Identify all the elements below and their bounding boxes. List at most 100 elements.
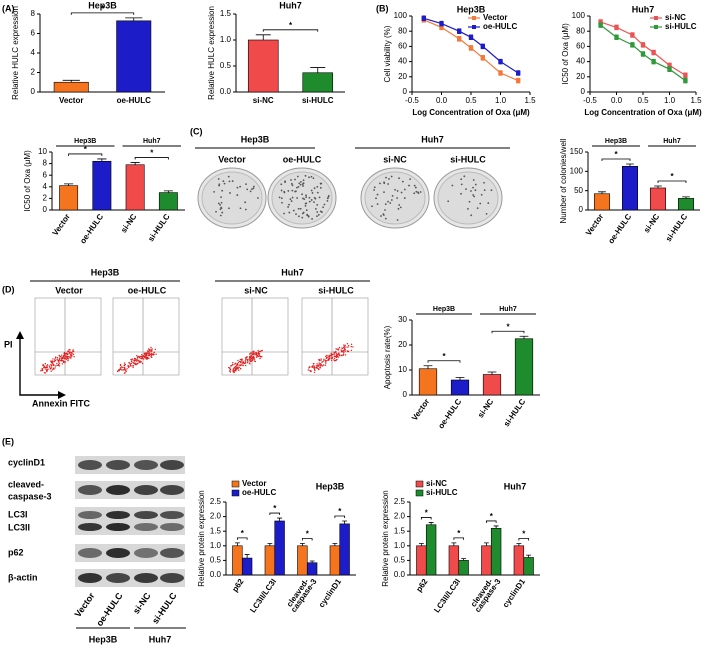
event — [258, 353, 260, 356]
significance-label: * — [306, 530, 310, 539]
plate-label: Vector — [218, 154, 246, 164]
group-label: Hep3B — [433, 306, 455, 313]
colony — [295, 213, 297, 216]
error-bar — [598, 191, 606, 194]
event — [147, 350, 149, 352]
y-tick-label: 20 — [398, 340, 407, 349]
event — [248, 359, 251, 361]
x-tick-label: Vector — [51, 212, 72, 237]
significance-label: * — [614, 150, 618, 159]
event — [253, 350, 255, 352]
event — [254, 360, 257, 363]
y-axis-label: Relative HULC expression — [11, 6, 20, 100]
event — [121, 369, 123, 371]
bar — [425, 524, 437, 576]
event — [151, 348, 153, 350]
significance-bracket — [420, 517, 432, 520]
colony — [304, 202, 307, 205]
y-tick-label: 8 — [31, 9, 36, 18]
marker — [468, 35, 474, 40]
bar — [329, 545, 341, 576]
significance-label: * — [522, 530, 526, 539]
y-tick-label: 1.5 — [394, 526, 406, 535]
event — [250, 356, 252, 359]
colony — [414, 186, 417, 189]
event — [132, 361, 134, 364]
group-label: Huh7 — [421, 134, 444, 144]
event — [150, 356, 152, 358]
event — [142, 358, 145, 360]
legend-swatch — [415, 489, 424, 497]
event — [336, 354, 338, 357]
colony — [296, 175, 299, 178]
plot-label: si-HULC — [318, 285, 354, 295]
bar — [513, 545, 525, 576]
event — [325, 355, 327, 358]
x-tick-label: oe-HULC — [436, 397, 463, 430]
bar — [418, 368, 438, 396]
marker — [651, 59, 656, 64]
event — [141, 362, 144, 365]
event — [309, 369, 311, 372]
colony — [387, 183, 390, 185]
colony — [244, 201, 247, 204]
colony — [302, 185, 304, 187]
significance-bracket — [334, 515, 346, 518]
y-tick-label: 0.5 — [394, 556, 406, 565]
event — [320, 359, 322, 361]
group-label: Huh7 — [143, 138, 161, 145]
y-tick-label: 100 — [572, 11, 586, 20]
event — [347, 346, 349, 348]
colony — [227, 175, 230, 178]
event — [319, 365, 321, 367]
x-tick-label: Vector — [59, 96, 83, 105]
event — [308, 367, 310, 369]
event — [150, 351, 152, 353]
y-axis-label: IC50 of Oxa (μM) — [561, 23, 570, 85]
event — [246, 359, 249, 362]
event — [326, 354, 328, 357]
legend-label: Vector — [483, 13, 507, 22]
panel-label: (D) — [2, 284, 15, 294]
event — [259, 357, 261, 360]
bar — [523, 557, 534, 576]
colony — [396, 219, 399, 221]
colony — [221, 211, 224, 214]
event — [135, 364, 137, 366]
y-tick-label: 20 — [576, 72, 585, 81]
event — [327, 359, 329, 361]
marker — [640, 42, 646, 48]
bar — [158, 192, 178, 211]
x-tick-label: LC3II/LC3I — [432, 577, 462, 614]
colony — [314, 197, 317, 200]
protein-label: p62 — [8, 547, 24, 557]
plate-label: oe-HULC — [283, 154, 322, 164]
legend-marker — [472, 25, 476, 29]
event — [337, 356, 340, 358]
event — [342, 354, 345, 356]
bar — [514, 338, 534, 396]
event — [350, 343, 353, 346]
event — [238, 364, 240, 366]
colony — [222, 180, 225, 183]
error-bar — [423, 365, 433, 369]
x-tick-label: si-HULC — [502, 397, 528, 428]
marker — [439, 21, 444, 26]
event — [330, 357, 332, 359]
event — [65, 358, 68, 360]
colony — [398, 177, 400, 180]
event — [66, 351, 69, 353]
marker — [480, 44, 485, 49]
colony — [310, 189, 313, 192]
x-tick-label: -0.5 — [583, 96, 597, 105]
event — [141, 354, 143, 356]
colony — [319, 182, 322, 185]
event — [123, 366, 126, 369]
event — [117, 370, 119, 372]
event — [56, 357, 59, 359]
colony — [301, 212, 304, 215]
colony — [223, 182, 226, 185]
error-bar — [310, 67, 326, 73]
event — [43, 366, 45, 368]
colony — [236, 186, 239, 189]
